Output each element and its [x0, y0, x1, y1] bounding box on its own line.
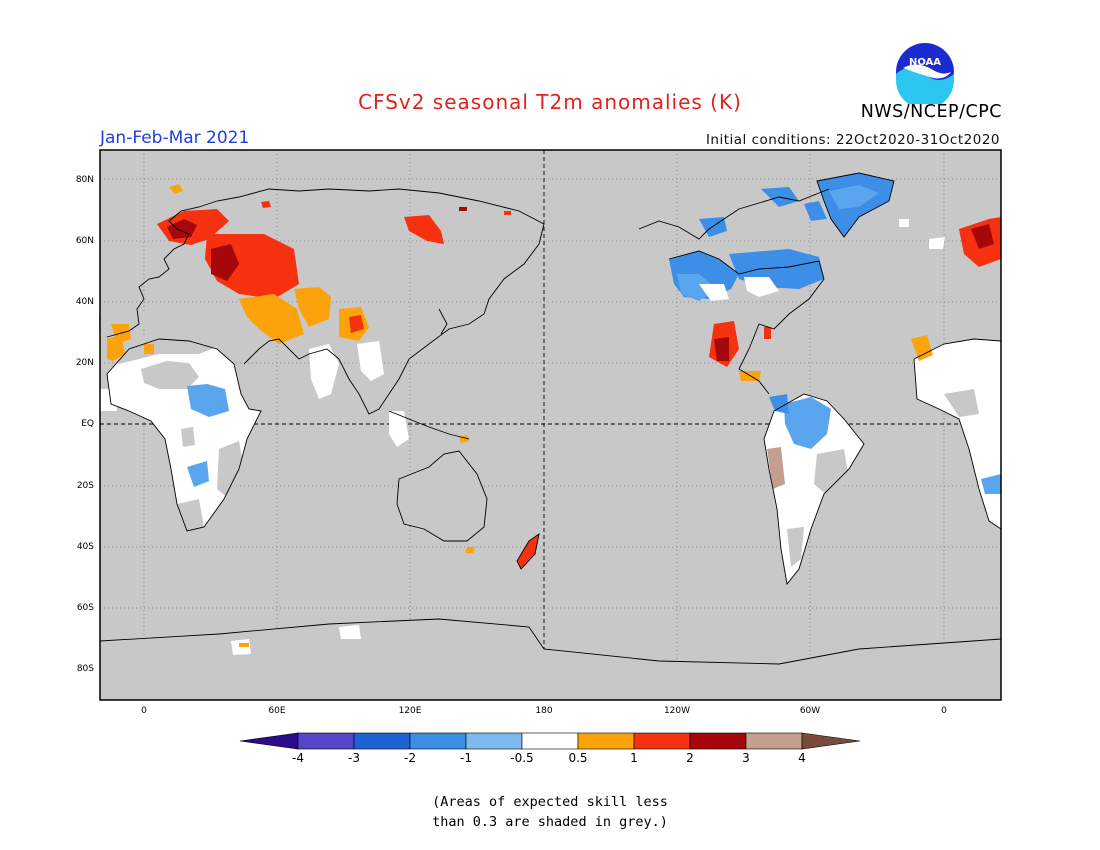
logo-text: NOAA [909, 57, 941, 68]
lon-label-60e: 60E [268, 706, 286, 716]
antarctica-region [100, 619, 1001, 700]
colorbar-swatch-2 [353, 732, 411, 750]
colorbar-label-4: -0.5 [510, 751, 534, 765]
colorbar-label-9: 4 [798, 751, 806, 765]
skill-note: (Areas of expected skill less than 0.3 a… [0, 792, 1100, 832]
colorbar-swatch-8 [689, 732, 747, 750]
colorbar-swatch-6 [577, 732, 635, 750]
colorbar-swatch-9 [745, 732, 803, 750]
noaa-logo: NOAA [894, 41, 956, 104]
colorbar-label-1: -3 [348, 751, 360, 765]
africa-region [99, 309, 261, 531]
map-frame [99, 149, 1002, 701]
lon-label-180: 180 [535, 706, 553, 716]
lat-label-40s: 40S [76, 542, 94, 552]
right-edge-region [911, 217, 1001, 529]
colorbar-swatch-5 [521, 732, 579, 750]
colorbar-label-3: -1 [460, 751, 472, 765]
lat-label-60s: 60S [76, 603, 94, 613]
lon-label-60w: 60W [799, 706, 821, 716]
colorbar-swatch-1 [297, 732, 355, 750]
colorbar-swatch-7 [633, 732, 691, 750]
skill-note-line-2: than 0.3 are shaded in grey.) [432, 814, 668, 830]
lat-label-40n: 40N [75, 297, 94, 307]
lat-label-20s: 20S [76, 481, 94, 491]
colorbar-label-2: -2 [404, 751, 416, 765]
lat-label-80n: 80N [75, 175, 94, 185]
greenland-region [817, 173, 909, 237]
season-label: Jan-Feb-Mar 2021 [100, 128, 250, 148]
chart-title: CFSv2 seasonal T2m anomalies (K) [358, 90, 742, 114]
lat-label-eq: EQ [81, 419, 94, 429]
north-america-region [669, 187, 827, 381]
skill-note-line-1: (Areas of expected skill less [432, 794, 668, 810]
colorbar-label-7: 2 [686, 751, 694, 765]
colorbar-swatch-0 [239, 732, 299, 750]
lat-label-60n: 60N [75, 236, 94, 246]
lon-label-0: 0 [141, 706, 147, 716]
lon-label-120e: 120E [398, 706, 422, 716]
europe-asia-warm-region [157, 184, 511, 344]
initial-conditions-label: Initial conditions: 22Oct2020-31Oct2020 [705, 132, 1000, 148]
colorbar-label-8: 3 [742, 751, 750, 765]
anomaly-map [99, 149, 1002, 701]
colorbar-swatch-3 [409, 732, 467, 750]
colorbar-label-6: 1 [630, 751, 638, 765]
colorbar-swatch-10 [801, 732, 861, 750]
lon-label-120w: 120W [663, 706, 691, 716]
colorbar-label-5: 0.5 [568, 751, 588, 765]
lon-label-0-east: 0 [941, 706, 947, 716]
lat-label-20n: 20N [75, 358, 94, 368]
asia-white-region [111, 324, 409, 447]
coastlines [99, 172, 1002, 665]
colorbar [239, 732, 861, 750]
australia-region [397, 435, 539, 569]
agency-label: NWS/NCEP/CPC [860, 102, 1002, 122]
colorbar-label-0: -4 [292, 751, 304, 765]
lat-label-80s: 80S [76, 664, 94, 674]
south-america-region [764, 394, 864, 584]
colorbar-swatch-4 [465, 732, 523, 750]
